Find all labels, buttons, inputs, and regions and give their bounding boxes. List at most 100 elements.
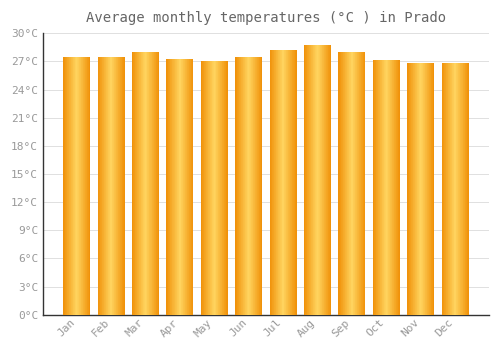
Bar xyxy=(330,46,331,315)
Bar xyxy=(314,46,315,315)
Bar xyxy=(244,57,246,315)
Bar xyxy=(286,50,287,315)
Bar xyxy=(408,63,410,315)
Bar xyxy=(171,60,172,315)
Bar xyxy=(362,52,364,315)
Bar xyxy=(352,52,354,315)
Bar xyxy=(111,57,112,315)
Bar xyxy=(139,52,140,315)
Bar xyxy=(185,60,186,315)
Bar xyxy=(101,57,102,315)
Bar xyxy=(323,46,324,315)
Bar xyxy=(225,61,226,315)
Bar xyxy=(178,60,180,315)
Bar xyxy=(182,60,184,315)
Bar xyxy=(68,57,70,315)
Bar xyxy=(190,60,192,315)
Bar xyxy=(156,52,157,315)
Bar xyxy=(320,46,321,315)
Bar xyxy=(278,50,279,315)
Bar xyxy=(84,57,86,315)
Bar xyxy=(202,61,203,315)
Bar xyxy=(329,46,330,315)
Bar xyxy=(223,61,224,315)
Bar xyxy=(375,61,376,315)
Bar xyxy=(294,50,295,315)
Title: Average monthly temperatures (°C ) in Prado: Average monthly temperatures (°C ) in Pr… xyxy=(86,11,446,25)
Bar xyxy=(452,63,453,315)
Bar xyxy=(254,57,255,315)
Bar xyxy=(326,46,327,315)
Bar xyxy=(313,46,314,315)
Bar xyxy=(378,61,379,315)
Bar xyxy=(88,57,90,315)
Bar xyxy=(216,61,217,315)
Bar xyxy=(466,63,468,315)
Bar xyxy=(99,57,100,315)
Bar xyxy=(177,60,178,315)
Bar xyxy=(102,57,103,315)
Bar xyxy=(184,60,186,315)
Bar xyxy=(212,61,213,315)
Bar xyxy=(180,60,182,315)
Bar xyxy=(399,61,400,315)
Bar xyxy=(112,57,113,315)
Bar xyxy=(414,63,416,315)
Bar xyxy=(72,57,74,315)
Bar xyxy=(158,52,159,315)
Bar xyxy=(170,60,171,315)
Bar xyxy=(215,61,216,315)
Bar xyxy=(192,60,194,315)
Bar xyxy=(272,50,273,315)
Bar xyxy=(261,57,262,315)
Bar xyxy=(250,57,252,315)
Bar xyxy=(428,63,429,315)
Bar xyxy=(227,61,228,315)
Bar xyxy=(360,52,362,315)
Bar xyxy=(339,52,340,315)
Bar xyxy=(418,63,420,315)
Bar xyxy=(309,46,310,315)
Bar xyxy=(308,46,309,315)
Bar xyxy=(157,52,158,315)
Bar xyxy=(116,57,117,315)
Bar xyxy=(389,61,390,315)
Bar xyxy=(221,61,222,315)
Bar xyxy=(463,63,464,315)
Bar xyxy=(208,61,209,315)
Bar xyxy=(305,46,306,315)
Bar xyxy=(144,52,145,315)
Bar xyxy=(248,57,249,315)
Bar xyxy=(382,61,383,315)
Bar xyxy=(143,52,144,315)
Bar xyxy=(250,57,251,315)
Bar xyxy=(462,63,464,315)
Bar xyxy=(453,63,454,315)
Bar xyxy=(108,57,109,315)
Bar xyxy=(325,46,326,315)
Bar xyxy=(214,61,215,315)
Bar xyxy=(172,60,173,315)
Bar xyxy=(349,52,350,315)
Bar xyxy=(273,50,274,315)
Bar xyxy=(80,57,82,315)
Bar xyxy=(327,46,328,315)
Bar xyxy=(374,61,375,315)
Bar xyxy=(113,57,114,315)
Bar xyxy=(88,57,89,315)
Bar xyxy=(420,63,422,315)
Bar xyxy=(70,57,72,315)
Bar xyxy=(205,61,206,315)
Bar xyxy=(246,57,248,315)
Bar xyxy=(390,61,391,315)
Bar xyxy=(153,52,154,315)
Bar xyxy=(341,52,342,315)
Bar xyxy=(181,60,182,315)
Bar xyxy=(414,63,415,315)
Bar xyxy=(456,63,457,315)
Bar xyxy=(433,63,434,315)
Bar xyxy=(458,63,459,315)
Bar xyxy=(356,52,358,315)
Bar xyxy=(321,46,322,315)
Bar xyxy=(175,60,176,315)
